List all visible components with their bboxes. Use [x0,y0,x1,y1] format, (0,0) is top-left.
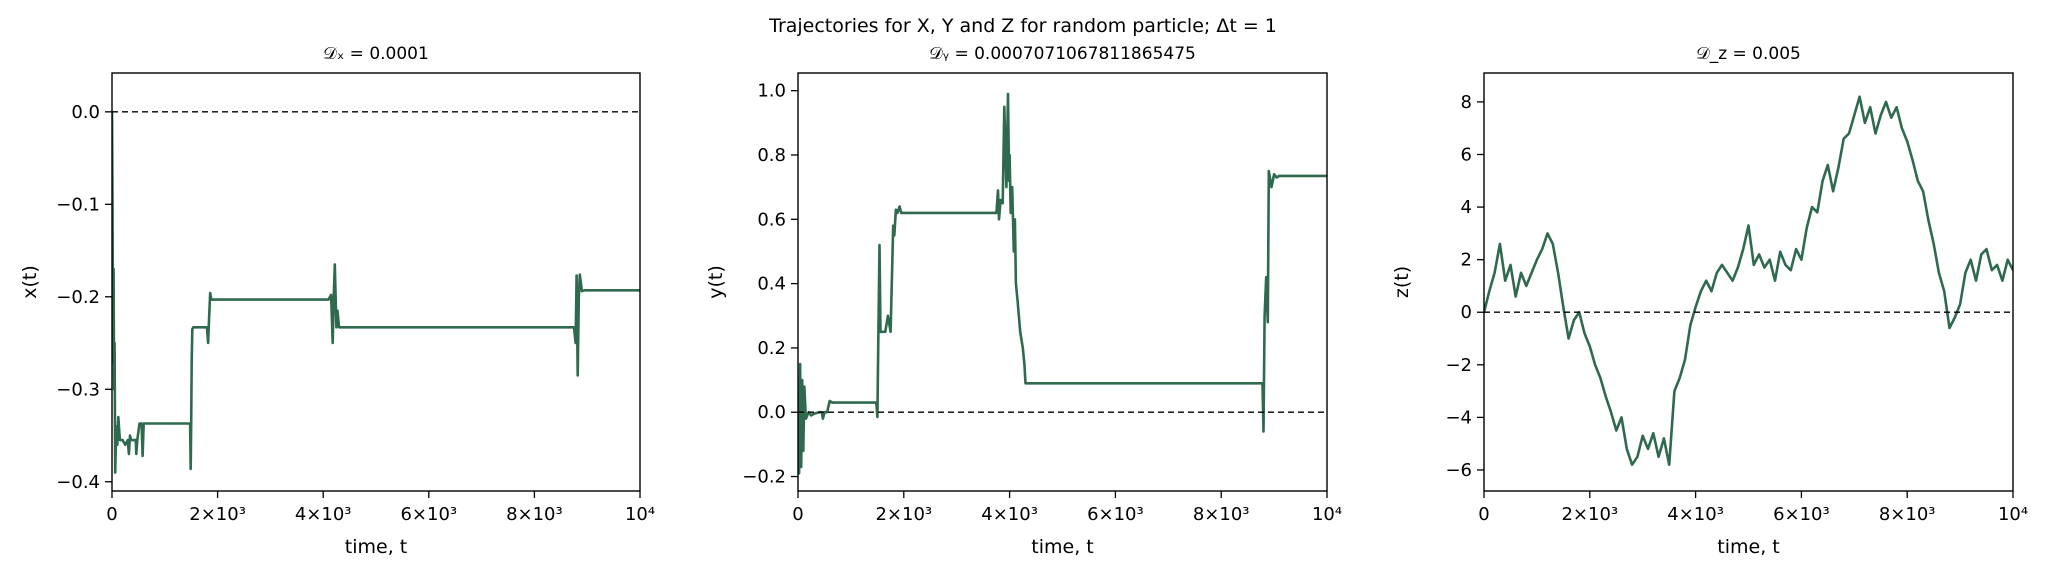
x-tick-label: 10⁴ [1312,504,1342,525]
y-tick-label: 0.0 [71,102,100,123]
trajectory-line [1484,95,2013,467]
y-tick-label: 0 [1461,302,1472,323]
y-trajectory-panel: 0 2×10³ 4×10³ 6×10³ 8×10³ 10⁴ 1.0 0.8 0.6 0.4 0.2 0… [705,44,1342,558]
y-axis-label: y(t) [705,265,727,299]
y-tick-label: 2 [1461,250,1472,271]
z-trajectory-panel: 0 2×10³ 4×10³ 6×10³ 8×10³ 10⁴ 8 6 4 2 0 −2 −4 −6 𝒟_z =… [1391,44,2028,558]
plot-frame [797,72,1328,492]
x-tick-label: 6×10³ [1087,504,1144,525]
trajectory-line [798,92,1327,475]
y-tick-label: −4 [1445,407,1472,428]
y-tick-label: 4 [1461,197,1472,218]
y-tick-label: 6 [1461,144,1472,165]
x-tick-label: 8×10³ [1193,504,1250,525]
x-trajectory-panel: 0 2×10³ 4×10³ 6×10³ 8×10³ 10⁴ 0.0 −0.1 −0.2 −0.3 −… [19,44,655,558]
x-tick-label: 2×10³ [189,504,246,525]
x-axis-label: time, t [1031,536,1093,558]
y-tick-label: −0.2 [742,467,786,488]
y-tick-label: −2 [1445,355,1472,376]
panel-title: 𝒟ₓ = 0.0001 [323,44,429,64]
x-tick-label: 0 [792,504,803,525]
y-tick-label: 8 [1461,92,1472,113]
x-axis-label: time, t [345,536,407,558]
x-tick-label: 6×10³ [400,504,457,525]
figure-suptitle: Trajectories for X, Y and Z for random p… [768,15,1277,37]
x-tick-label: 0 [106,504,117,525]
trajectory-line [112,111,640,474]
y-tick-label: −0.3 [56,379,100,400]
x-tick-label: 4×10³ [295,504,352,525]
x-axis-label: time, t [1717,536,1779,558]
x-tick-label: 10⁴ [625,504,655,525]
x-tick-label: 4×10³ [1667,504,1724,525]
panel-title: 𝒟ᵧ = 0.0007071067811865475 [929,44,1196,64]
y-tick-label: −6 [1445,460,1472,481]
y-tick-label: −0.2 [56,287,100,308]
y-tick-label: 0.4 [757,274,786,295]
y-tick-label: 1.0 [757,81,786,102]
x-tick-label: 6×10³ [1773,504,1830,525]
plot-frame [1483,72,2014,492]
x-tick-label: 4×10³ [981,504,1038,525]
x-tick-label: 8×10³ [506,504,563,525]
y-tick-label: −0.4 [56,472,100,493]
x-tick-label: 0 [1478,504,1489,525]
panel-title: 𝒟_z = 0.005 [1696,44,1801,64]
y-axis-label: x(t) [19,265,41,299]
x-tick-label: 2×10³ [875,504,932,525]
y-tick-label: 0.0 [757,402,786,423]
y-tick-label: 0.6 [757,209,786,230]
x-tick-label: 10⁴ [1998,504,2028,525]
x-tick-label: 2×10³ [1561,504,1618,525]
y-axis-label: z(t) [1391,266,1413,298]
x-tick-label: 8×10³ [1879,504,1936,525]
y-tick-label: 0.2 [757,338,786,359]
y-tick-label: −0.1 [56,194,100,215]
y-tick-label: 0.8 [757,145,786,166]
plot-frame [111,72,641,492]
